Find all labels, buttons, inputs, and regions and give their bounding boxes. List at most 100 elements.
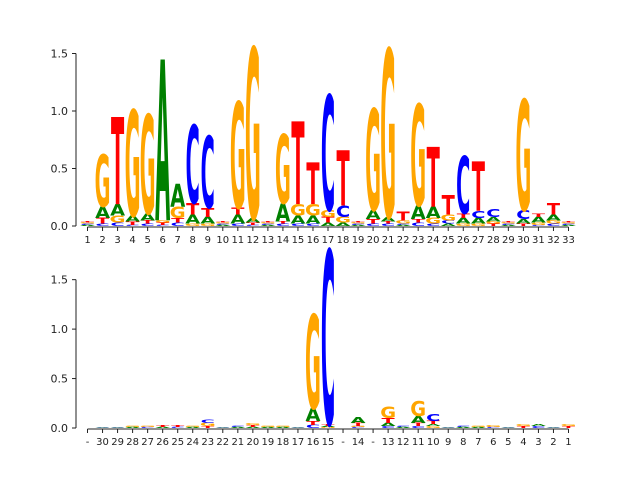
logo-letter-G: G <box>110 214 126 225</box>
x-tick-label: 6 <box>159 235 165 246</box>
logo-letter-T: T <box>517 426 531 429</box>
logo-letter-A: A <box>275 199 290 228</box>
logo-letter-T: T <box>427 421 441 426</box>
logo-letter-A: A <box>426 205 441 223</box>
logo-letter-C: C <box>441 427 455 428</box>
logo-letter-A: A <box>230 212 245 227</box>
logo-letter-A: A <box>290 427 306 428</box>
x-tick-label: 9 <box>205 235 211 246</box>
logo-letter-G: G <box>365 82 381 243</box>
logo-letter-A: A <box>531 424 546 427</box>
logo-letter-G: G <box>515 424 531 427</box>
logo-letter-G: G <box>185 223 201 227</box>
x-tick-label: 18 <box>277 437 290 448</box>
logo-letter-G: G <box>230 74 246 242</box>
logo-letter-G: G <box>410 78 426 239</box>
logo-letter-A: A <box>411 201 426 224</box>
logo-letter-T: T <box>336 137 349 225</box>
x-tick-label: 15 <box>292 235 305 246</box>
logo-letter-G: G <box>140 426 156 428</box>
logo-letter-C: C <box>441 220 455 225</box>
logo-panel-top: 0.00.51.01.51 2 3 4 5 6 7 8 9 10 11 12 13 14 15 16 17 18 1… <box>51 2 577 274</box>
logo-letter-T: T <box>231 206 245 217</box>
logo-letter-C: C <box>501 427 515 428</box>
x-tick-label: 27 <box>472 235 485 246</box>
x-tick-label: 28 <box>487 235 500 246</box>
logo-letter-A: A <box>245 217 261 224</box>
logo-letter-C: C <box>561 223 575 225</box>
logo-letter-G: G <box>425 426 441 429</box>
x-tick-label: 1 <box>565 437 571 448</box>
logo-letter-T: T <box>96 217 109 226</box>
logo-letter-G: G <box>245 423 261 426</box>
logo-letter-C: C <box>486 427 500 429</box>
logo-letter-G: G <box>260 426 276 428</box>
logo-letter-C: C <box>366 223 380 227</box>
logo-letter-A: A <box>546 427 562 428</box>
logo-letter-G: G <box>125 426 141 428</box>
logo-letter-A: A <box>381 423 396 428</box>
logo-letter-A: A <box>260 225 276 227</box>
x-tick-label: 10 <box>216 235 229 246</box>
logo-letter-C: C <box>110 427 124 428</box>
logo-letter-C: C <box>381 223 395 227</box>
logo-letter-G: G <box>290 202 306 220</box>
logo-letter-A: A <box>516 218 532 225</box>
logo-letter-C: C <box>381 426 395 429</box>
logo-letter-A: A <box>321 426 337 428</box>
logo-letter-A: A <box>561 225 577 227</box>
logo-letter-T: T <box>351 221 365 223</box>
x-tick-label: 2 <box>550 437 556 448</box>
logo-letter-A: A <box>471 217 487 226</box>
logo-letter-A: A <box>125 427 141 429</box>
logo-letter-G: G <box>305 202 321 220</box>
logo-letter-T: T <box>472 148 485 227</box>
logo-letter-A: A <box>140 212 155 223</box>
logo-letter-A: A <box>411 414 426 425</box>
x-tick-label: - <box>341 437 345 448</box>
logo-letter-G: G <box>380 5 396 271</box>
logo-letter-C: C <box>216 223 230 225</box>
logo-letter-C: C <box>80 223 94 225</box>
logo-letter-T: T <box>246 425 260 428</box>
logo-letter-G: G <box>485 221 501 225</box>
logo-letter-C: C <box>306 223 320 227</box>
x-tick-label: 26 <box>156 437 169 448</box>
logo-letter-A: A <box>200 215 215 226</box>
logo-letter-G: G <box>260 222 276 224</box>
x-tick-label: 8 <box>190 235 196 246</box>
logo-letter-T: T <box>382 221 396 225</box>
logo-letter-A: A <box>95 205 110 223</box>
logo-letter-C: C <box>261 223 275 225</box>
logo-letter-C: C <box>546 427 560 428</box>
logo-letter-A: A <box>275 427 291 429</box>
x-tick-label: 12 <box>397 437 410 448</box>
logo-letter-T: T <box>171 217 184 224</box>
logo-letter-C: C <box>396 223 410 225</box>
logo-letter-A: A <box>110 202 125 220</box>
logo-letter-A: A <box>305 213 321 226</box>
logo-letter-A: A <box>546 213 562 222</box>
x-tick-label: 29 <box>502 235 515 246</box>
logo-letter-C: C <box>231 426 245 428</box>
logo-letter-A: A <box>321 222 336 227</box>
logo-letter-T: T <box>487 223 501 227</box>
logo-letter-C: C <box>456 426 470 428</box>
logo-letter-C: C <box>351 223 365 225</box>
logo-letter-C: C <box>95 427 109 428</box>
logo-letter-A: A <box>305 406 321 426</box>
logo-letter-C: C <box>351 427 365 429</box>
logo-letter-T: T <box>291 100 304 232</box>
x-tick-label: 15 <box>322 437 335 448</box>
logo-letter-A: A <box>456 217 472 226</box>
x-tick-label: 9 <box>445 437 451 448</box>
x-tick-label: 11 <box>231 235 244 246</box>
logo-letter-G: G <box>350 426 366 428</box>
logo-letter-A: A <box>441 427 457 428</box>
logo-letter-G: G <box>140 87 156 245</box>
logo-letter-A: A <box>245 427 261 429</box>
logo-letter-G: G <box>530 222 546 226</box>
x-tick-label: 10 <box>427 437 440 448</box>
x-tick-label: 14 <box>352 437 365 448</box>
logo-letter-C: C <box>156 225 170 227</box>
